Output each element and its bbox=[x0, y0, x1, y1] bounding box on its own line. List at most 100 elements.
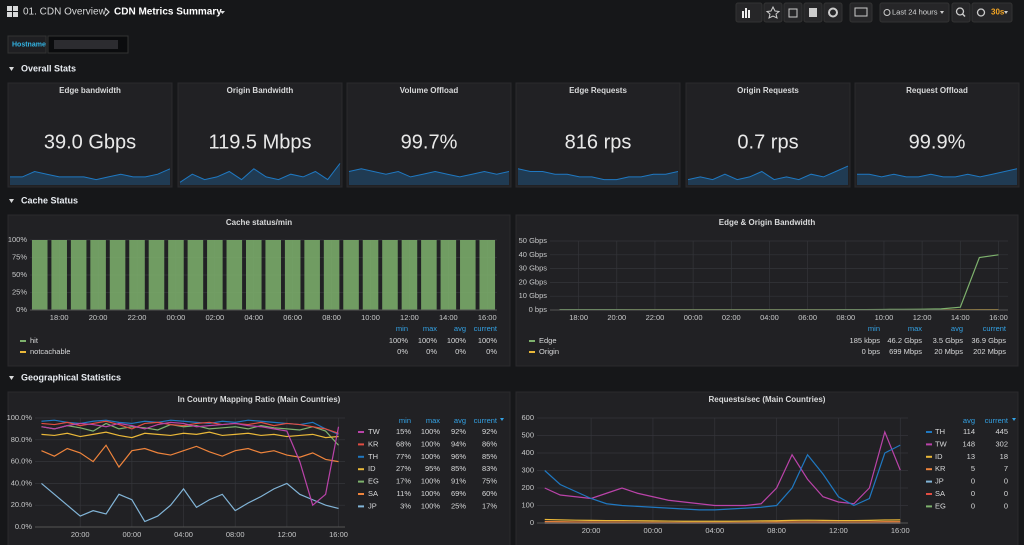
legend-value: 86% bbox=[482, 439, 497, 448]
legend-value: 185 kbps bbox=[850, 336, 881, 345]
x-tick-label: 04:00 bbox=[244, 313, 263, 322]
legend-name[interactable]: notcachable bbox=[30, 347, 70, 356]
legend-value: 85% bbox=[482, 452, 497, 461]
grid-icon[interactable] bbox=[7, 6, 12, 11]
legend-header[interactable]: current bbox=[983, 324, 1007, 333]
legend-value: 445 bbox=[995, 427, 1008, 436]
legend-name[interactable]: hit bbox=[30, 336, 39, 345]
legend-header[interactable]: current bbox=[474, 416, 498, 425]
bar bbox=[51, 240, 67, 310]
legend-header[interactable]: current bbox=[985, 416, 1009, 425]
legend-name[interactable]: SA bbox=[935, 489, 945, 498]
legend-name[interactable]: JP bbox=[935, 477, 944, 486]
sparkline bbox=[517, 168, 679, 181]
legend-name[interactable]: TW bbox=[935, 439, 948, 448]
stat-panel bbox=[177, 82, 343, 188]
x-tick-label: 06:00 bbox=[798, 313, 817, 322]
row-toggle[interactable] bbox=[9, 376, 14, 380]
legend-value: 0% bbox=[455, 347, 466, 356]
legend-name[interactable]: SA bbox=[368, 489, 378, 498]
legend-name[interactable]: TH bbox=[935, 427, 945, 436]
icon bbox=[883, 9, 891, 16]
legend-header[interactable]: avg bbox=[454, 324, 466, 333]
settings-button[interactable] bbox=[823, 2, 843, 23]
legend-value: 17% bbox=[396, 477, 411, 486]
legend-name[interactable]: EG bbox=[935, 501, 946, 510]
legend-header[interactable]: max bbox=[426, 416, 440, 425]
legend-name[interactable]: KR bbox=[935, 464, 946, 473]
legend-header[interactable]: max bbox=[423, 324, 437, 333]
legend-header[interactable]: min bbox=[399, 416, 411, 425]
x-tick-label: 08:00 bbox=[767, 526, 786, 535]
legend-header[interactable]: avg bbox=[454, 416, 466, 425]
legend-name[interactable]: Origin bbox=[539, 347, 559, 356]
bar bbox=[90, 240, 106, 310]
y-tick-label: 25% bbox=[12, 287, 27, 296]
legend-name[interactable]: ID bbox=[368, 464, 376, 473]
legend-header[interactable]: min bbox=[868, 324, 880, 333]
legend-name[interactable]: ID bbox=[935, 452, 943, 461]
legend-value: 94% bbox=[451, 439, 466, 448]
legend-name[interactable]: KR bbox=[368, 439, 379, 448]
y-tick-label: 600 bbox=[521, 413, 534, 422]
icon bbox=[976, 8, 986, 17]
legend-header[interactable]: min bbox=[396, 324, 408, 333]
series-line bbox=[41, 422, 339, 446]
tv-mode-button[interactable] bbox=[849, 2, 873, 23]
bar bbox=[323, 240, 340, 310]
sparkline-fill bbox=[180, 163, 340, 185]
bar bbox=[109, 240, 126, 310]
legend-value: 46.2 Gbps bbox=[887, 336, 922, 345]
dashboard-title[interactable]: CDN Metrics Summary bbox=[114, 7, 222, 18]
grid-icon[interactable] bbox=[7, 12, 12, 17]
stat-title: Origin Bandwidth bbox=[227, 86, 294, 95]
legend-value: 114 bbox=[963, 427, 975, 436]
series-line bbox=[544, 521, 901, 524]
legend-name[interactable]: EG bbox=[368, 477, 379, 486]
share-button[interactable] bbox=[783, 2, 803, 23]
row-title[interactable]: Overall Stats bbox=[21, 63, 76, 73]
legend-header[interactable]: max bbox=[908, 324, 922, 333]
x-tick-label: 18:00 bbox=[50, 313, 69, 322]
refresh-picker[interactable] bbox=[971, 2, 1013, 23]
x-tick-label: 12:00 bbox=[913, 313, 932, 322]
legend-name[interactable]: Edge bbox=[539, 336, 557, 345]
folder-link[interactable]: 01. CDN Overview bbox=[23, 7, 107, 18]
legend-value: 92% bbox=[482, 427, 497, 436]
refresh-interval: 30s bbox=[991, 8, 1005, 17]
grid-icon[interactable] bbox=[13, 6, 18, 11]
legend-header[interactable]: current bbox=[474, 324, 498, 333]
grid-icon[interactable] bbox=[13, 12, 18, 17]
row-toggle[interactable] bbox=[9, 199, 14, 203]
legend-name[interactable]: JP bbox=[368, 501, 377, 510]
sparkline bbox=[10, 168, 171, 181]
legend-value: 100% bbox=[421, 452, 441, 461]
legend-value: 0 bbox=[971, 501, 975, 510]
legend-value: 0 bbox=[971, 489, 975, 498]
legend-header[interactable]: avg bbox=[951, 324, 963, 333]
legend-name[interactable]: TW bbox=[368, 427, 381, 436]
bar bbox=[129, 240, 145, 310]
row-title[interactable]: Geographical Statistics bbox=[21, 372, 121, 382]
x-tick-label: 16:00 bbox=[891, 526, 910, 535]
legend-value: 69% bbox=[451, 489, 466, 498]
icon bbox=[788, 8, 798, 18]
time-picker[interactable] bbox=[879, 2, 950, 23]
legend-value: 92% bbox=[451, 427, 466, 436]
legend-value: 202 Mbps bbox=[973, 347, 1006, 356]
legend-header[interactable]: avg bbox=[963, 416, 975, 425]
legend-value: 36.9 Gbps bbox=[971, 336, 1006, 345]
row-toggle[interactable] bbox=[9, 67, 14, 71]
zoom-out-button[interactable] bbox=[951, 2, 971, 23]
y-tick-label: 0 bbox=[530, 518, 534, 527]
sort-caret bbox=[1012, 418, 1016, 421]
x-tick-label: 06:00 bbox=[283, 313, 302, 322]
sparkline-fill bbox=[857, 168, 1017, 185]
y-tick-label: 0 bps bbox=[529, 305, 548, 314]
title-caret[interactable] bbox=[220, 11, 225, 14]
row-title[interactable]: Cache Status bbox=[21, 195, 78, 205]
legend-name[interactable]: TH bbox=[368, 452, 378, 461]
star-button[interactable] bbox=[763, 2, 783, 23]
y-tick-label: 10 Gbps bbox=[519, 291, 548, 300]
series-line bbox=[41, 444, 339, 469]
